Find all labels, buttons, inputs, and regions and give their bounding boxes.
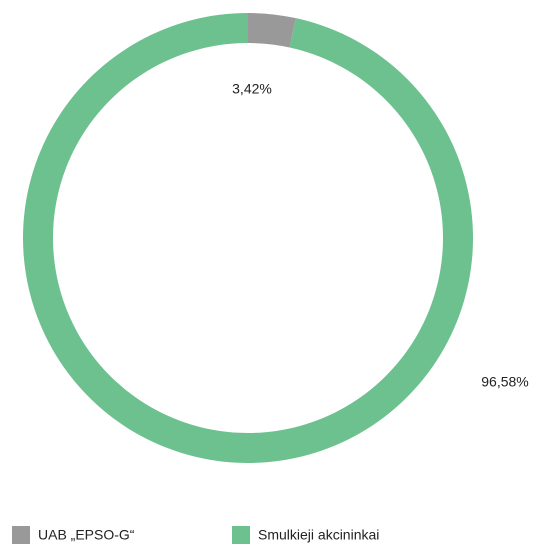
- legend-label: Smulkieji akcininkai: [258, 527, 379, 543]
- data-label: 3,42%: [232, 81, 272, 97]
- data-label: 96,58%: [481, 374, 528, 390]
- legend-swatch: [232, 526, 250, 544]
- legend-label: UAB „EPSO-G“: [38, 527, 135, 543]
- legend-swatch: [12, 526, 30, 544]
- donut-slice: [248, 13, 296, 48]
